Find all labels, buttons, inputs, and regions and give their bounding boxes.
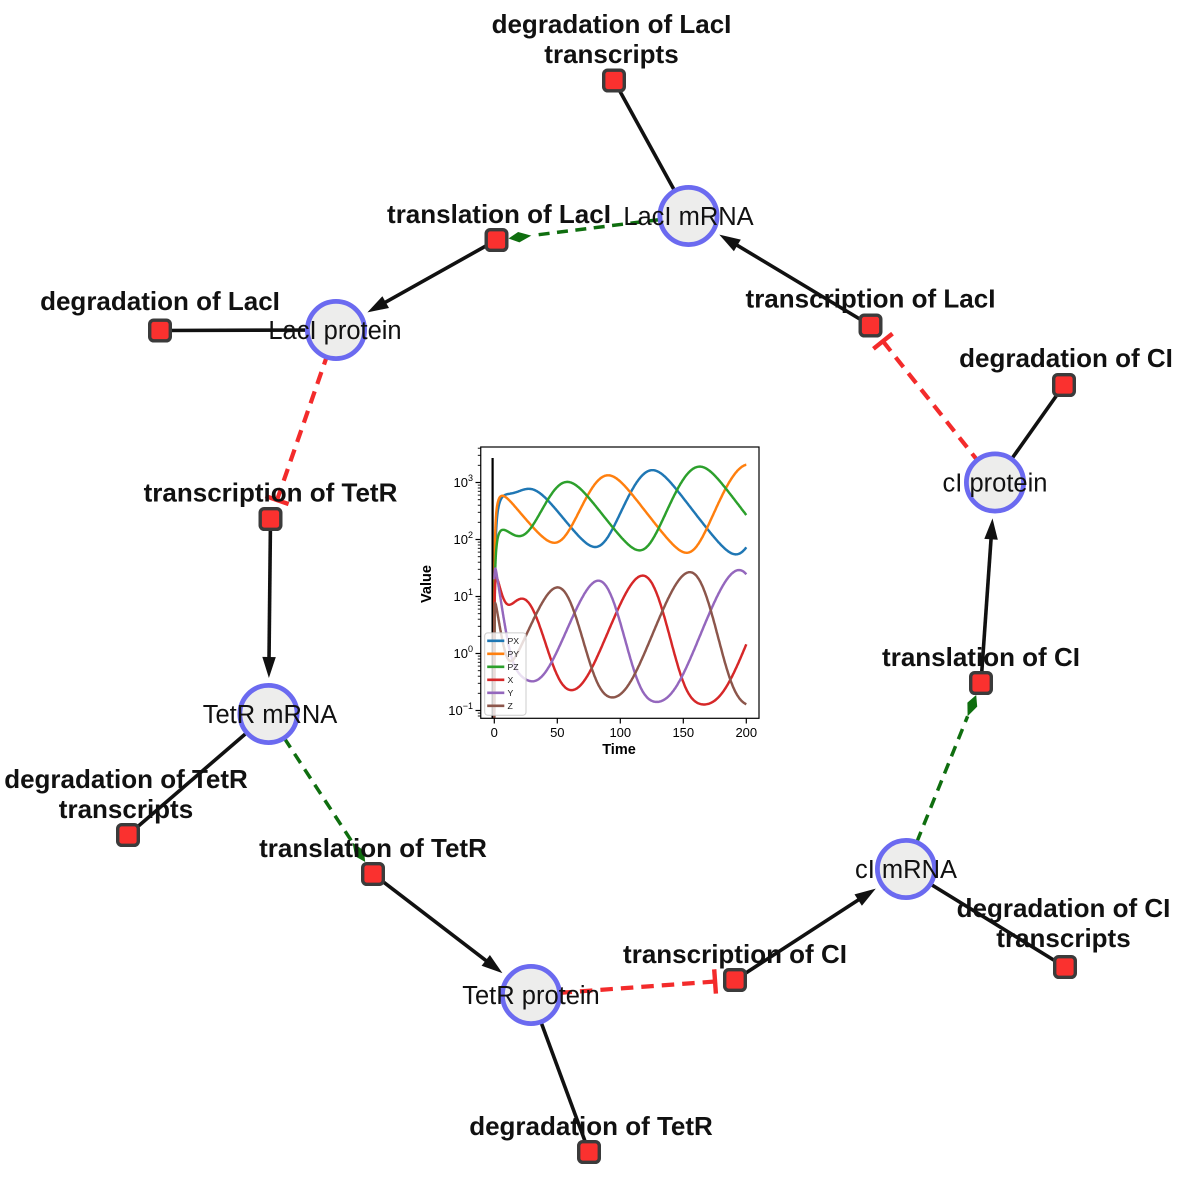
svg-text:100: 100 xyxy=(609,725,631,740)
svg-text:degradation of CI: degradation of CI xyxy=(959,343,1173,373)
svg-text:transcription of TetR: transcription of TetR xyxy=(144,478,398,508)
svg-text:101: 101 xyxy=(454,587,473,604)
svg-text:transcripts: transcripts xyxy=(59,794,193,824)
svg-text:100: 100 xyxy=(454,644,473,661)
svg-text:cI mRNA: cI mRNA xyxy=(855,856,957,884)
svg-text:translation of TetR: translation of TetR xyxy=(259,833,487,863)
svg-text:Value: Value xyxy=(419,565,435,603)
svg-text:translation of LacI: translation of LacI xyxy=(387,199,611,229)
svg-text:degradation of TetR: degradation of TetR xyxy=(4,764,248,794)
svg-text:transcripts: transcripts xyxy=(544,39,678,69)
svg-text:PY: PY xyxy=(508,649,520,659)
svg-text:TetR mRNA: TetR mRNA xyxy=(203,701,338,729)
svg-text:Y: Y xyxy=(508,688,514,698)
svg-text:LacI mRNA: LacI mRNA xyxy=(623,203,753,231)
svg-text:200: 200 xyxy=(735,725,757,740)
svg-text:PX: PX xyxy=(508,636,520,646)
svg-text:50: 50 xyxy=(550,725,564,740)
svg-text:X: X xyxy=(508,675,514,685)
svg-text:Z: Z xyxy=(508,701,514,711)
svg-text:PZ: PZ xyxy=(508,662,520,672)
svg-text:transcripts: transcripts xyxy=(996,923,1130,953)
svg-text:102: 102 xyxy=(454,530,473,547)
svg-text:cI protein: cI protein xyxy=(943,470,1048,498)
svg-text:TetR protein: TetR protein xyxy=(462,982,600,1010)
svg-text:10−1: 10−1 xyxy=(448,701,473,718)
svg-text:degradation of LacI: degradation of LacI xyxy=(492,9,732,39)
svg-text:0: 0 xyxy=(491,725,498,740)
svg-text:transcription of CI: transcription of CI xyxy=(623,939,847,969)
svg-text:LacI protein: LacI protein xyxy=(268,317,401,345)
svg-text:degradation of LacI: degradation of LacI xyxy=(40,286,280,316)
svg-text:degradation of CI: degradation of CI xyxy=(957,893,1171,923)
svg-text:Time: Time xyxy=(602,742,636,758)
svg-text:150: 150 xyxy=(672,725,694,740)
svg-text:degradation of TetR: degradation of TetR xyxy=(469,1111,713,1141)
svg-text:transcription of LacI: transcription of LacI xyxy=(746,284,996,314)
svg-text:103: 103 xyxy=(454,473,473,490)
svg-text:translation of CI: translation of CI xyxy=(882,642,1080,672)
